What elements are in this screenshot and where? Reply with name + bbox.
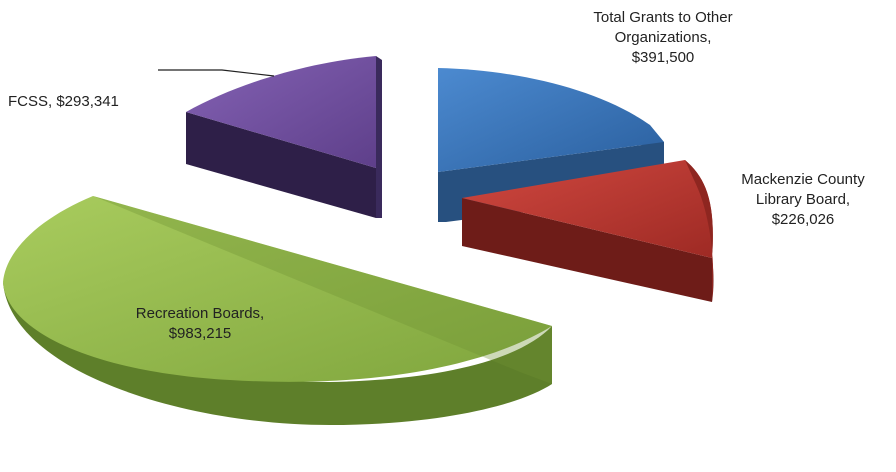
label-recreation-line1: Recreation Boards,: [135, 305, 265, 322]
label-grants-line2: Organizations,: [614, 29, 712, 46]
label-library-value: $226,026: [771, 211, 835, 228]
slice-recreation-cut: [93, 196, 552, 384]
slice-library-side: [462, 198, 714, 302]
label-library-line2: Library Board,: [755, 191, 851, 208]
slice-library-top: [462, 160, 713, 258]
slice-recreation: [3, 196, 552, 425]
slice-grants-top: [438, 68, 664, 172]
slice-fcss: [186, 56, 382, 218]
slice-recreation-top: [3, 196, 552, 382]
slice-recreation-side: [3, 282, 552, 425]
label-grants-line1: Total Grants to Other: [593, 9, 733, 26]
label-recreation-value: $983,215: [168, 325, 232, 342]
label-library: Mackenzie County Library Board, $226,026: [710, 170, 896, 230]
slice-fcss-top: [186, 56, 376, 168]
label-fcss-text: FCSS, $293,341: [8, 93, 119, 110]
fcss-leader-line: [158, 69, 275, 77]
slice-fcss-side: [186, 112, 376, 218]
label-grants-value: $391,500: [631, 49, 695, 66]
slice-fcss-side-right: [376, 56, 382, 218]
label-grants: Total Grants to Other Organizations, $39…: [548, 8, 778, 68]
label-library-line1: Mackenzie County: [741, 171, 865, 188]
label-fcss: FCSS, $293,341: [8, 52, 158, 132]
label-recreation: Recreation Boards, $983,215: [110, 304, 290, 344]
slice-library: [462, 160, 714, 302]
slice-library-edge: [685, 160, 714, 302]
